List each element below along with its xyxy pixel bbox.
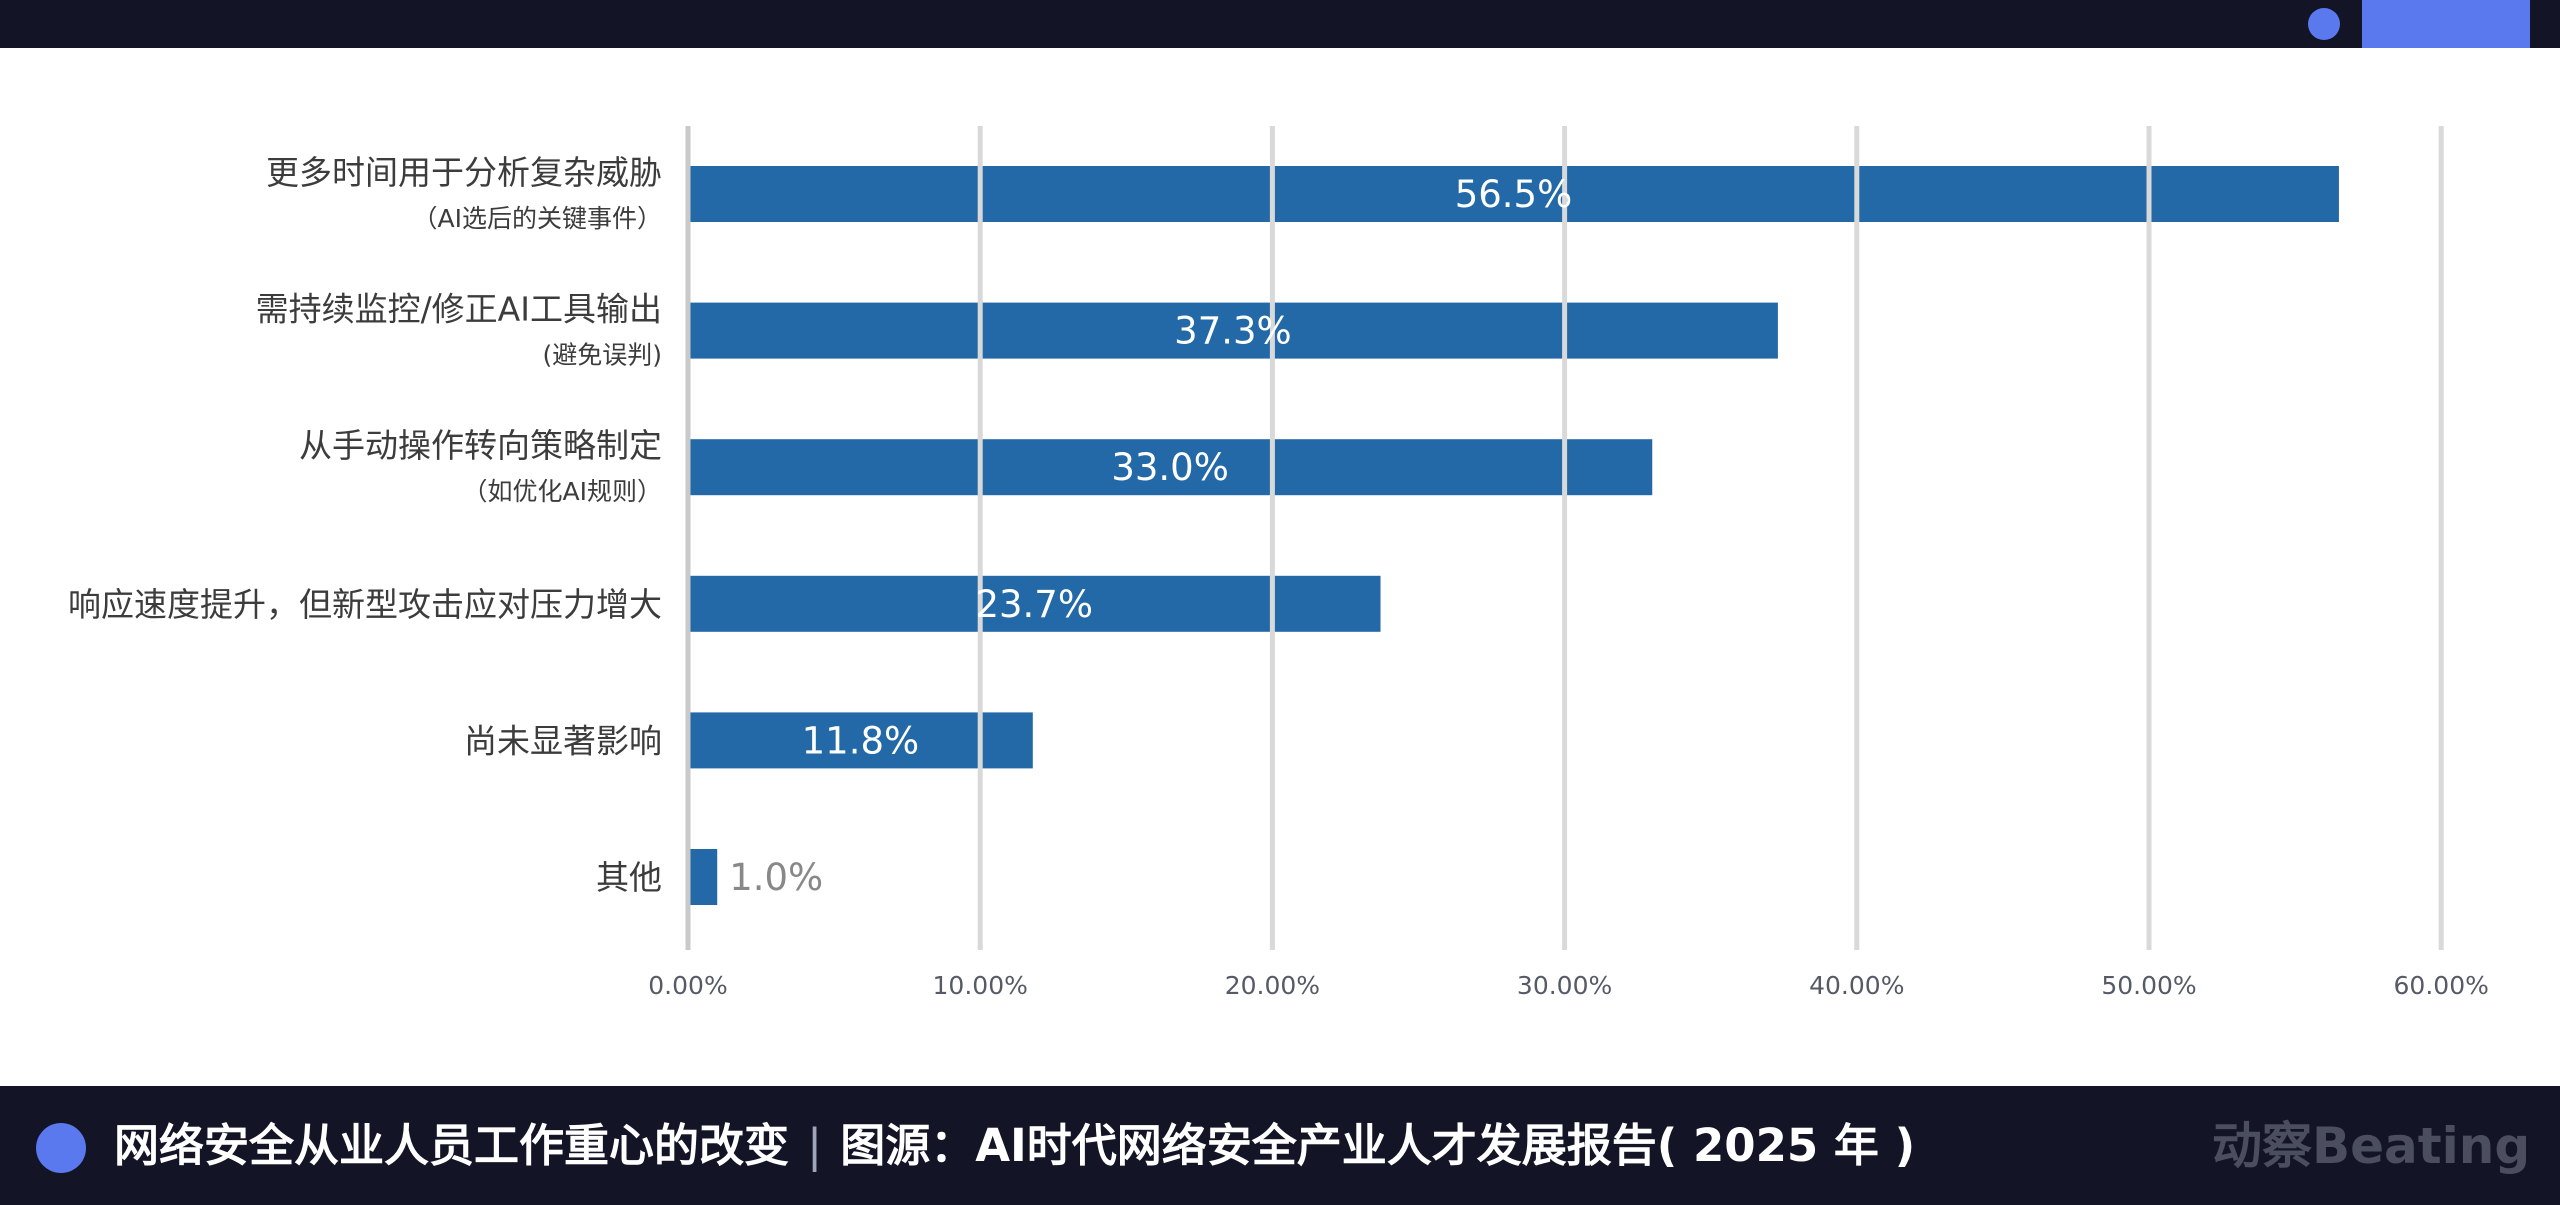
data-label: 1.0% <box>729 856 823 899</box>
bar <box>688 302 1778 359</box>
caption-bar: 网络安全从业人员工作重心的改变 | 图源：AI时代网络安全产业人才发展报告( 202… <box>0 1086 2560 1205</box>
data-label: 37.3% <box>1174 310 1292 353</box>
category-sublabel: （AI选后的关键事件） <box>413 204 662 233</box>
caption-separator: | <box>807 1119 823 1172</box>
bar-chart: 0.00% 10.00% 20.00% 30.00% 40.00% 50.00% 60.00… <box>68 126 2489 1000</box>
data-label: 23.7% <box>975 583 1093 626</box>
category-sublabel: (避免误判) <box>542 341 662 370</box>
bar <box>688 575 1381 632</box>
top-accent-block <box>2362 0 2530 48</box>
x-tick-label: 0.00% <box>648 971 727 1000</box>
bar <box>688 439 1653 496</box>
caption: 网络安全从业人员工作重心的改变 | 图源：AI时代网络安全产业人才发展报告( 202… <box>114 1118 1915 1174</box>
brand-logo: 动察Beating <box>2212 1117 2531 1175</box>
bar <box>688 166 2339 222</box>
x-tick-label: 40.00% <box>1809 971 1904 1000</box>
caption-dot <box>36 1123 86 1173</box>
x-tick-label: 50.00% <box>2101 971 2196 1000</box>
chart-panel: 0.00% 10.00% 20.00% 30.00% 40.00% 50.00% 60.00… <box>0 48 2560 1086</box>
category-label: 其他 <box>596 858 662 897</box>
caption-source: 图源：AI时代网络安全产业人才发展报告( 2025 年 ) <box>840 1119 1916 1172</box>
bar <box>688 849 718 905</box>
category-label: 从手动操作转向策略制定 <box>299 426 662 465</box>
data-label: 33.0% <box>1111 446 1229 489</box>
x-tick-label: 30.00% <box>1517 971 1612 1000</box>
caption-title: 网络安全从业人员工作重心的改变 <box>114 1119 790 1172</box>
x-tick-label: 10.00% <box>933 971 1028 1000</box>
top-bar <box>0 0 2560 48</box>
category-label: 响应速度提升，但新型攻击应对压力增大 <box>68 585 662 624</box>
category-sublabel: （如优化AI规则） <box>463 477 662 506</box>
category-label: 更多时间用于分析复杂威胁 <box>266 153 662 192</box>
x-tick-label: 60.00% <box>2394 971 2489 1000</box>
top-indicator-dot <box>2308 8 2340 40</box>
bar <box>688 712 1033 769</box>
data-label: 11.8% <box>802 719 920 762</box>
data-label: 56.5% <box>1455 173 1573 216</box>
category-label: 需持续监控/修正AI工具输出 <box>256 290 662 329</box>
x-tick-label: 20.00% <box>1225 971 1320 1000</box>
category-label: 尚未显著影响 <box>464 721 662 760</box>
